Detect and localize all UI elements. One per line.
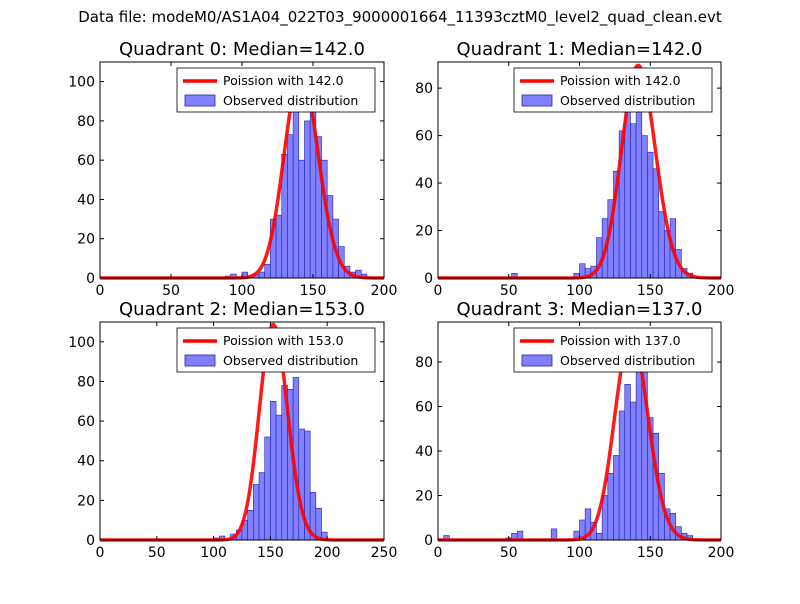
- subplot-title: Quadrant 0: Median=142.0: [119, 39, 365, 60]
- y-tick-label: 20: [415, 224, 433, 240]
- y-tick-label: 100: [68, 335, 95, 351]
- y-tick-label: 60: [415, 129, 433, 145]
- legend-label: Poission with 137.0: [560, 333, 681, 348]
- legend-label: Observed distribution: [560, 93, 695, 108]
- y-tick-label: 100: [68, 75, 95, 91]
- subplot-title: Quadrant 3: Median=137.0: [457, 299, 703, 320]
- histogram-bar: [247, 509, 254, 541]
- x-tick-label: 100: [200, 545, 227, 561]
- histogram-bar: [298, 428, 305, 541]
- histogram-bar: [630, 123, 637, 279]
- subplot-1: 0 50 100 150 200 0 20 40 60 80 Quadrant 1: Median=…: [415, 39, 734, 299]
- legend: Poission with 142.0 Observed distribution: [513, 67, 713, 113]
- y-tick-label: 40: [415, 176, 433, 192]
- y-tick-label: 0: [424, 533, 433, 549]
- x-tick-label: 200: [314, 545, 341, 561]
- histogram-bar: [292, 100, 300, 279]
- x-tick-label: 150: [637, 545, 664, 561]
- y-tick-label: 60: [415, 400, 433, 416]
- axes-frame: [99, 321, 385, 541]
- legend-label: Poission with 142.0: [223, 73, 344, 88]
- x-tick-label: 100: [229, 283, 256, 299]
- figure-title: Data file: modeM0/AS1A04_022T03_90000016…: [78, 8, 722, 26]
- histogram-bar: [253, 484, 260, 541]
- histogram-bar: [275, 414, 283, 541]
- x-tick-label: 200: [371, 283, 398, 299]
- y-tick-label: 60: [77, 414, 95, 430]
- x-tick-label: 150: [637, 283, 664, 299]
- y-tick-label: 60: [77, 153, 95, 169]
- x-tick-label: 200: [708, 283, 735, 299]
- histogram-bar: [596, 533, 603, 541]
- y-tick-label: 80: [77, 374, 95, 390]
- y-tick-label: 20: [77, 232, 95, 248]
- histogram-bar: [298, 159, 305, 279]
- legend: Poission with 153.0 Observed distribution: [176, 327, 376, 373]
- histogram-bar: [624, 383, 631, 541]
- x-tick-label: 250: [371, 545, 398, 561]
- histogram-bar: [264, 263, 271, 279]
- y-tick-label: 0: [86, 271, 95, 287]
- y-tick-label: 40: [415, 444, 433, 460]
- y-tick-label: 80: [415, 355, 433, 371]
- y-tick-label: 40: [77, 454, 95, 470]
- histogram-bar: [264, 436, 271, 541]
- subplot-2: 0 50 100 150 200 250 0 20 40 60 80 100 Quadrant 2: M…: [68, 299, 397, 561]
- y-tick-label: 20: [77, 493, 95, 509]
- y-tick-label: 80: [415, 81, 433, 97]
- histogram-bar: [647, 151, 654, 279]
- legend-bar-swatch: [184, 94, 216, 107]
- legend-label: Poission with 153.0: [223, 333, 344, 348]
- legend-bar-swatch: [521, 354, 553, 367]
- x-tick-label: 100: [566, 545, 593, 561]
- legend-bar-swatch: [521, 94, 553, 107]
- x-tick-label: 50: [162, 283, 180, 299]
- histogram-bar: [270, 400, 277, 541]
- histogram-bar: [258, 472, 266, 541]
- y-tick-label: 40: [77, 192, 95, 208]
- histogram-bar: [635, 111, 643, 279]
- y-tick-label: 80: [77, 114, 95, 130]
- histogram-bar: [641, 135, 648, 279]
- subplot-3: 0 50 100 150 200 0 20 40 60 80 Quadrant 3: Median=…: [415, 299, 734, 561]
- histogram-bar: [304, 120, 311, 279]
- y-tick-label: 0: [86, 533, 95, 549]
- y-tick-label: 20: [415, 489, 433, 505]
- subplot-title: Quadrant 2: Median=153.0: [119, 299, 365, 320]
- legend-bar-swatch: [184, 354, 216, 367]
- histogram-bar: [315, 507, 322, 541]
- histogram-bar: [630, 401, 637, 541]
- legend-label: Observed distribution: [223, 353, 358, 368]
- histogram-bar: [613, 455, 620, 541]
- x-tick-label: 50: [148, 545, 166, 561]
- legend: Poission with 142.0 Observed distribution: [176, 67, 376, 113]
- legend-label: Observed distribution: [560, 353, 695, 368]
- subplot-0: 0 50 100 150 200 0 20 40 60 80 100 Quadrant 0: Medi…: [68, 39, 397, 299]
- x-tick-label: 0: [96, 545, 105, 561]
- y-tick-label: 0: [424, 271, 433, 287]
- x-tick-label: 0: [434, 545, 443, 561]
- legend: Poission with 137.0 Observed distribution: [513, 327, 713, 373]
- histogram-bar: [618, 410, 626, 541]
- legend-label: Poission with 142.0: [560, 73, 681, 88]
- histogram-bar: [658, 211, 665, 279]
- x-tick-label: 150: [300, 283, 327, 299]
- x-tick-label: 50: [500, 283, 518, 299]
- x-tick-label: 100: [566, 283, 593, 299]
- histogram-bar: [287, 134, 294, 279]
- subplot-title: Quadrant 1: Median=142.0: [457, 39, 703, 60]
- x-tick-label: 0: [434, 283, 443, 299]
- x-tick-label: 50: [500, 545, 518, 561]
- legend-label: Observed distribution: [223, 93, 358, 108]
- histogram-bar: [607, 472, 614, 541]
- histogram-bar: [652, 168, 660, 279]
- x-tick-label: 0: [96, 283, 105, 299]
- x-tick-label: 200: [708, 545, 735, 561]
- histogram-bar: [275, 214, 283, 279]
- histogram-bar: [258, 271, 266, 279]
- x-tick-label: 150: [257, 545, 284, 561]
